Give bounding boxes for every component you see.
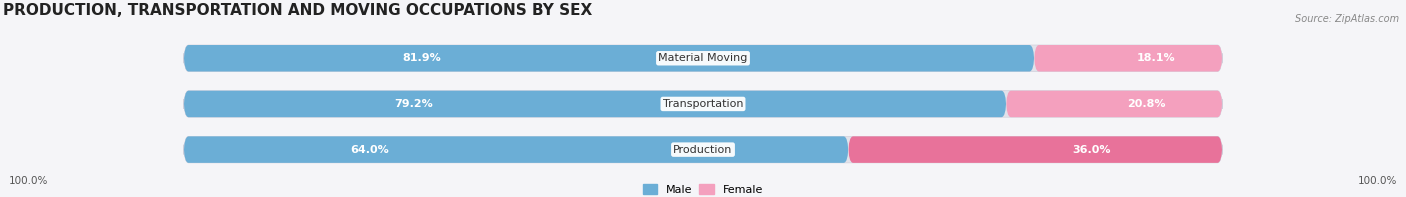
FancyBboxPatch shape [184, 45, 1222, 72]
Text: 18.1%: 18.1% [1137, 53, 1175, 63]
Text: 64.0%: 64.0% [350, 145, 389, 155]
Text: 100.0%: 100.0% [8, 176, 48, 186]
FancyBboxPatch shape [1007, 91, 1222, 117]
Text: Source: ZipAtlas.com: Source: ZipAtlas.com [1295, 14, 1399, 24]
Text: 100.0%: 100.0% [1358, 176, 1398, 186]
Text: Production: Production [673, 145, 733, 155]
Text: 20.8%: 20.8% [1128, 99, 1166, 109]
Legend: Male, Female: Male, Female [643, 184, 763, 195]
Text: 36.0%: 36.0% [1071, 145, 1111, 155]
FancyBboxPatch shape [184, 91, 1222, 117]
Text: PRODUCTION, TRANSPORTATION AND MOVING OCCUPATIONS BY SEX: PRODUCTION, TRANSPORTATION AND MOVING OC… [3, 3, 592, 18]
FancyBboxPatch shape [848, 136, 1222, 163]
Text: Material Moving: Material Moving [658, 53, 748, 63]
Text: Transportation: Transportation [662, 99, 744, 109]
FancyBboxPatch shape [184, 136, 848, 163]
FancyBboxPatch shape [184, 45, 1035, 72]
Text: 81.9%: 81.9% [402, 53, 441, 63]
Text: 79.2%: 79.2% [395, 99, 433, 109]
FancyBboxPatch shape [184, 91, 1007, 117]
FancyBboxPatch shape [184, 136, 1222, 163]
FancyBboxPatch shape [1035, 45, 1222, 72]
